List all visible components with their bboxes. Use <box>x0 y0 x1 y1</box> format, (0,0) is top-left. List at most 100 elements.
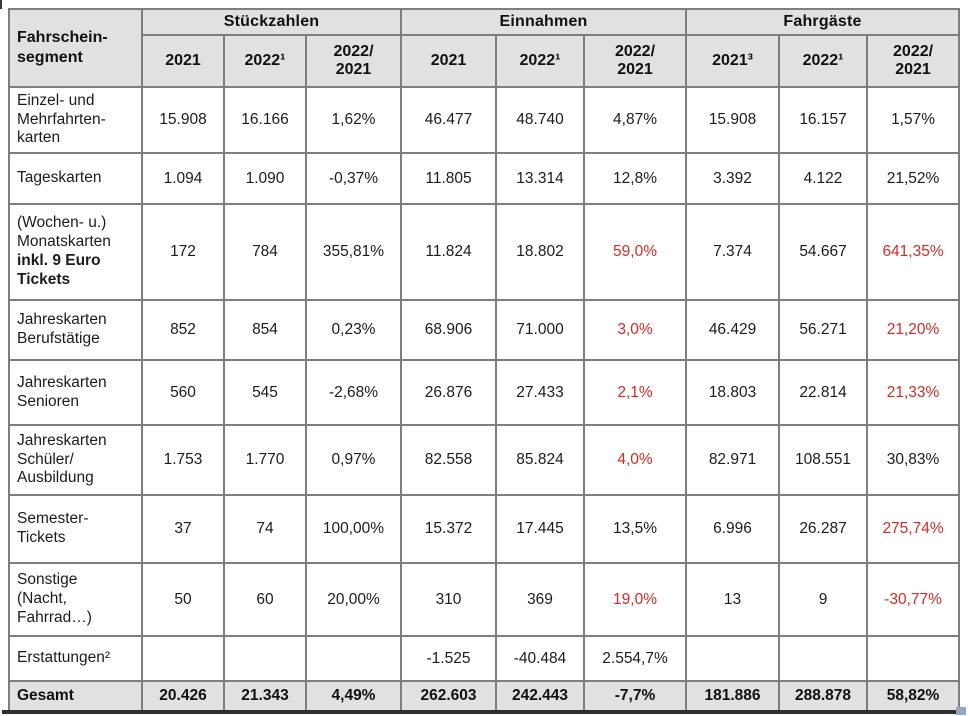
col-header-stueck-2022: 2022¹ <box>223 34 307 88</box>
cell-total: 21.343 <box>223 680 307 712</box>
cell: 1,57% <box>866 86 961 154</box>
cell: 16.157 <box>778 86 869 154</box>
cell: 71.000 <box>495 299 585 361</box>
cell-total: 20.426 <box>141 680 225 712</box>
table-body: Einzel- und Mehrfahrten- karten 15.908 1… <box>8 86 961 712</box>
col-header-einnahmen-2021: 2021 <box>400 34 497 88</box>
cell-total: 288.878 <box>778 680 869 712</box>
table-row-gesamt: Gesamt 20.426 21.343 4,49% 262.603 242.4… <box>8 680 961 712</box>
row-label-gesamt: Gesamt <box>8 680 143 712</box>
cell: 560 <box>141 359 225 426</box>
cell: 16.166 <box>223 86 307 154</box>
cell: 48.740 <box>495 86 585 154</box>
cell: 46.429 <box>685 299 781 361</box>
table-row-jahreskarten-senioren: Jahreskarten Senioren 560 545 -2,68% 26.… <box>8 359 961 426</box>
cell: 21,52% <box>866 152 961 205</box>
cell-empty <box>223 635 307 682</box>
cell: 26.287 <box>778 494 869 564</box>
cell: 784 <box>223 203 307 301</box>
cell: -2,68% <box>305 359 402 426</box>
cell: 854 <box>223 299 307 361</box>
cell: 12,8% <box>582 152 688 205</box>
cell: 15.908 <box>141 86 225 154</box>
cell: 1.090 <box>223 152 307 205</box>
cell: 27.433 <box>495 359 585 426</box>
page-edge-artifact <box>0 0 2 9</box>
cell-negative-highlight: 4,0% <box>582 424 688 496</box>
cell: 355,81% <box>305 203 402 301</box>
row-label: Sonstige (Nacht, Fahrrad…) <box>8 562 143 637</box>
cell-negative-highlight: 19,0% <box>582 562 688 637</box>
cell: 56.271 <box>778 299 869 361</box>
cell: -40.484 <box>495 635 585 682</box>
table-row-semester-tickets: Semester- Tickets 37 74 100,00% 15.372 1… <box>8 494 961 564</box>
cell: 0,97% <box>305 424 402 496</box>
cell-negative-highlight: 641,35% <box>866 203 961 301</box>
cell: 100,00% <box>305 494 402 564</box>
col-header-fahrgaeste-2021: 2021³ <box>685 34 781 88</box>
cell: 68.906 <box>400 299 497 361</box>
cell: 46.477 <box>400 86 497 154</box>
cell-total: 181.886 <box>685 680 781 712</box>
cell-total-negative-highlight: 58,82% <box>866 680 961 712</box>
cell-negative-highlight: 2,1% <box>582 359 688 426</box>
cell: 7.374 <box>685 203 781 301</box>
cell: -0,37% <box>305 152 402 205</box>
table-row-einzel-mehrfahrtenkarten: Einzel- und Mehrfahrten- karten 15.908 1… <box>8 86 961 154</box>
fare-segment-table: Fahrschein- segment Stückzahlen Einnahme… <box>8 8 961 712</box>
cell: 15.908 <box>685 86 781 154</box>
cell: 82.971 <box>685 424 781 496</box>
cell: 18.803 <box>685 359 781 426</box>
row-label-regular: (Wochen- u.) Monatskarten <box>17 214 111 251</box>
table-row-sonstige: Sonstige (Nacht, Fahrrad…) 50 60 20,00% … <box>8 562 961 637</box>
sub-header-row: 2021 2022¹ 2022/ 2021 2021 2022¹ 2022/ 2… <box>9 34 961 88</box>
cell-negative-highlight: 3,0% <box>582 299 688 361</box>
cell: 545 <box>223 359 307 426</box>
cell: 1.753 <box>141 424 225 496</box>
row-label: Tageskarten <box>8 152 143 205</box>
table-row-jahreskarten-schueler: Jahreskarten Schüler/ Ausbildung 1.753 1… <box>8 424 961 496</box>
cell: 0,23% <box>305 299 402 361</box>
cell-empty <box>685 635 781 682</box>
cell-empty <box>305 635 402 682</box>
cell: 37 <box>141 494 225 564</box>
cell: 85.824 <box>495 424 585 496</box>
cell: 2.554,7% <box>582 635 688 682</box>
col-header-einnahmen-2022: 2022¹ <box>495 34 585 88</box>
cell: 1,62% <box>305 86 402 154</box>
col-header-fahrgaeste-ratio: 2022/ 2021 <box>866 34 961 88</box>
cell: 310 <box>400 562 497 637</box>
cell: 54.667 <box>778 203 869 301</box>
cell: 20,00% <box>305 562 402 637</box>
col-header-einnahmen-ratio: 2022/ 2021 <box>582 34 688 88</box>
cell: 15.372 <box>400 494 497 564</box>
cell: 22.814 <box>778 359 869 426</box>
row-label: Jahreskarten Schüler/ Ausbildung <box>8 424 143 496</box>
cell: 30,83% <box>866 424 961 496</box>
col-header-fahrgaeste-2022: 2022¹ <box>778 34 869 88</box>
cell: 1.770 <box>223 424 307 496</box>
cell: 852 <box>141 299 225 361</box>
cell: 1.094 <box>141 152 225 205</box>
group-header-fahrgaeste: Fahrgäste <box>685 8 961 36</box>
cell: 82.558 <box>400 424 497 496</box>
cell: 108.551 <box>778 424 869 496</box>
cell: 17.445 <box>495 494 585 564</box>
cell: 172 <box>141 203 225 301</box>
cell: 26.876 <box>400 359 497 426</box>
cell: 3.392 <box>685 152 781 205</box>
cell-negative-highlight: 21,20% <box>866 299 961 361</box>
cell: 11.824 <box>400 203 497 301</box>
cell-total: 4,49% <box>305 680 402 712</box>
bottom-right-handle <box>956 707 966 715</box>
group-header-row: Fahrschein- segment Stückzahlen Einnahme… <box>8 8 961 88</box>
cell: 4.122 <box>778 152 869 205</box>
row-label-bold-9-euro: inkl. 9 Euro Tickets <box>17 252 101 288</box>
cell-negative-highlight: 59,0% <box>582 203 688 301</box>
cell: 13 <box>685 562 781 637</box>
table-row-erstattungen: Erstattungen² -1.525 -40.484 2.554,7% <box>8 635 961 682</box>
cell: 18.802 <box>495 203 585 301</box>
row-label: Erstattungen² <box>8 635 143 682</box>
cell: 4,87% <box>582 86 688 154</box>
cell: 50 <box>141 562 225 637</box>
